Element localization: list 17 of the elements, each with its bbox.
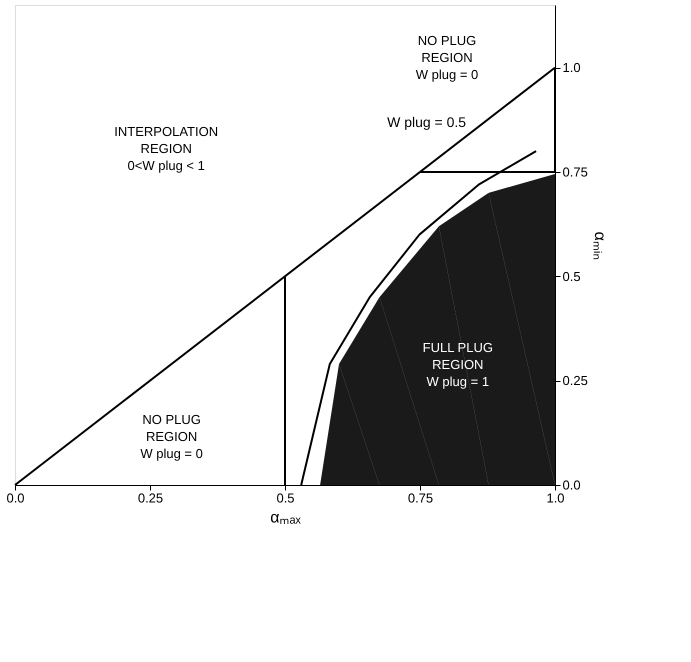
x-tick-label: 0.5: [276, 490, 295, 506]
x-tick-label: 0.0: [6, 490, 25, 506]
annotation: NO PLUG REGION W plug = 0: [140, 412, 203, 461]
y-axis-title: αₘᵢₙ: [590, 232, 608, 260]
y-tick-label: 0.5: [562, 268, 581, 284]
y-tick-label: 1.0: [562, 60, 581, 76]
x-axis-title: αₘₐₓ: [270, 510, 302, 526]
x-tick-label: 0.75: [408, 490, 434, 506]
y-tick-label: 0.75: [562, 164, 588, 180]
x-tick-label: 0.25: [138, 490, 164, 506]
text: W plug = 0.5: [387, 114, 466, 130]
y-tick-label: 0.0: [562, 478, 581, 492]
x-tick-label: 1.0: [546, 490, 565, 506]
annotation: FULL PLUG REGION W plug = 1: [422, 340, 493, 389]
y-tick-label: 0.25: [562, 373, 588, 388]
annotation: NO PLUG REGION W plug = 0: [416, 32, 478, 82]
annotation: INTERPOLATION REGION 0<W plug < 1: [114, 124, 218, 173]
